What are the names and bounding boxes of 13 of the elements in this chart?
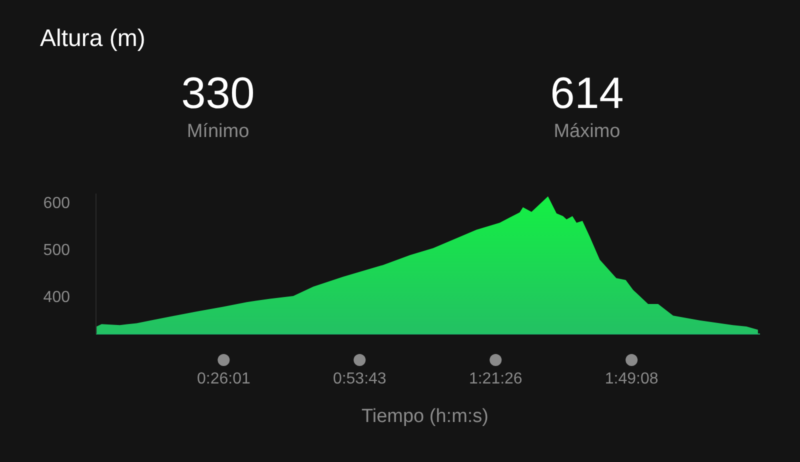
text: 330 <box>181 69 255 118</box>
text: 614 <box>550 69 624 118</box>
x-axis-title: Tiempo (h:m:s) <box>361 406 489 427</box>
y-tick-label: 600 <box>43 195 70 212</box>
x-tick-label: 1:49:08 <box>604 370 658 388</box>
y-tick-label: 400 <box>43 289 70 306</box>
text: Mínimo <box>186 121 250 142</box>
chart-title: Altura (m) <box>40 25 146 52</box>
x-tick-label: 0:26:01 <box>196 370 250 388</box>
y-tick-label: 500 <box>43 242 70 260</box>
x-tick-label: 0:53:43 <box>332 370 386 388</box>
x-tick-label: 1:21:26 <box>468 370 522 388</box>
text: Máximo <box>554 121 620 142</box>
